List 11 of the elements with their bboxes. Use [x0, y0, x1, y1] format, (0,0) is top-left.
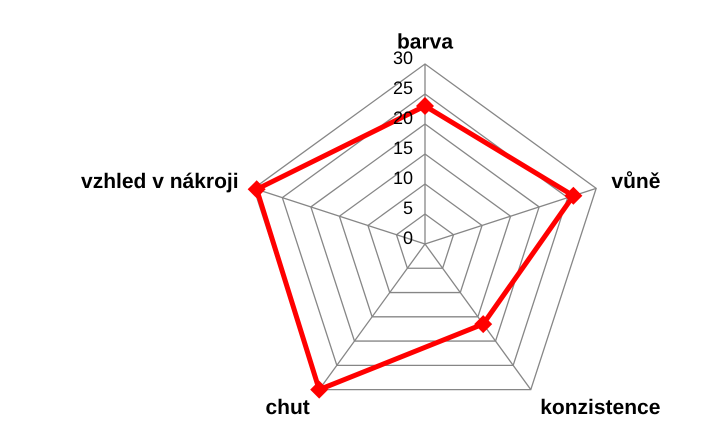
- spoke-label: vůně: [611, 170, 660, 194]
- spoke-label: konzistence: [540, 396, 660, 419]
- spoke-label: vzhled v nákroji: [81, 170, 239, 194]
- y-tick-label: 15: [392, 138, 413, 158]
- y-tick-label: 10: [392, 168, 413, 188]
- y-tick-label: 20: [392, 108, 413, 128]
- y-tick-label: 30: [392, 48, 413, 68]
- spoke-label: chut: [265, 396, 310, 419]
- y-tick-label: 0: [402, 228, 413, 248]
- y-tick-label: 25: [392, 78, 413, 98]
- y-tick-label: 5: [402, 198, 413, 218]
